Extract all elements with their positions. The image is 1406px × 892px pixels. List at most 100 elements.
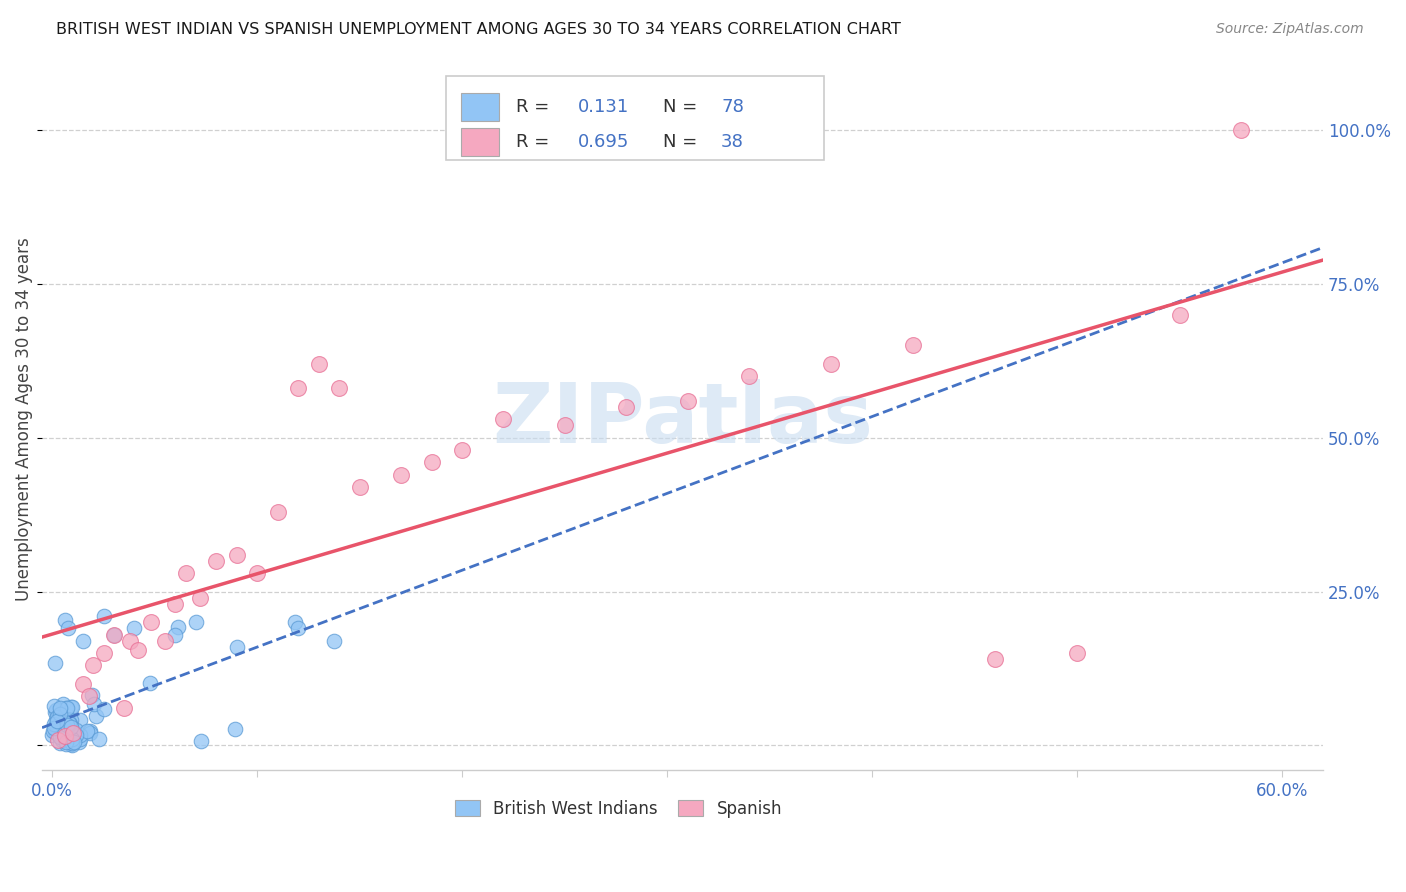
Point: [56, 621, 79, 635]
Point: [246, 566, 269, 580]
Point: [190, 734, 212, 748]
Point: [52, 697, 75, 711]
Point: [77, 689, 100, 703]
Point: [79, 726, 101, 740]
Point: [58, 714, 80, 729]
Point: [614, 400, 637, 414]
Point: [1066, 646, 1088, 660]
Point: [42, 721, 65, 735]
Point: [127, 643, 149, 657]
Text: N =: N =: [664, 133, 703, 151]
Point: [60, 731, 83, 746]
Point: [420, 455, 443, 469]
Point: [188, 591, 211, 605]
Text: 0.131: 0.131: [578, 98, 628, 116]
Point: [451, 443, 474, 458]
Point: [69, 728, 91, 742]
Point: [44, 717, 66, 731]
Point: [308, 357, 330, 371]
Point: [165, 627, 187, 641]
Point: [49, 701, 72, 715]
Point: [93, 701, 115, 715]
Point: [48, 736, 70, 750]
Point: [55, 737, 77, 751]
Point: [984, 652, 1007, 666]
Text: 38: 38: [721, 133, 744, 151]
Point: [63, 735, 86, 749]
Point: [56, 701, 79, 715]
Point: [225, 548, 247, 562]
Point: [52, 729, 75, 743]
Point: [1168, 308, 1191, 322]
Point: [48, 722, 70, 736]
Point: [42, 724, 65, 739]
Text: ZIPatlas: ZIPatlas: [492, 379, 873, 459]
Point: [58, 724, 80, 739]
Point: [46, 727, 69, 741]
Point: [72, 633, 94, 648]
Point: [53, 729, 76, 743]
Point: [139, 615, 162, 630]
Point: [79, 724, 101, 739]
Text: Source: ZipAtlas.com: Source: ZipAtlas.com: [1216, 22, 1364, 37]
Point: [349, 480, 371, 494]
Point: [56, 712, 79, 726]
Point: [93, 609, 115, 624]
Point: [44, 705, 66, 719]
Point: [224, 722, 246, 736]
Point: [60, 699, 83, 714]
Y-axis label: Unemployment Among Ages 30 to 34 years: Unemployment Among Ages 30 to 34 years: [15, 237, 32, 601]
Point: [45, 703, 67, 717]
Point: [389, 467, 412, 482]
Point: [820, 357, 842, 371]
Text: N =: N =: [664, 98, 703, 116]
Point: [69, 713, 91, 727]
Point: [676, 393, 699, 408]
Point: [48, 731, 70, 745]
Point: [65, 728, 87, 742]
Point: [67, 735, 90, 749]
Point: [46, 709, 69, 723]
Point: [492, 412, 515, 426]
Point: [167, 620, 190, 634]
Point: [45, 726, 67, 740]
Point: [59, 720, 82, 734]
Point: [225, 640, 247, 654]
Point: [103, 627, 125, 641]
Point: [287, 382, 309, 396]
Point: [59, 717, 82, 731]
Point: [328, 382, 350, 396]
Point: [82, 658, 104, 673]
Point: [58, 715, 80, 730]
Point: [55, 735, 77, 749]
Text: 0.695: 0.695: [578, 133, 628, 151]
Point: [165, 597, 187, 611]
Point: [80, 688, 103, 702]
Point: [69, 732, 91, 747]
Point: [51, 733, 73, 747]
Point: [287, 622, 309, 636]
Point: [55, 718, 77, 732]
Point: [322, 634, 344, 648]
Point: [53, 726, 76, 740]
Point: [267, 504, 290, 518]
Point: [89, 731, 111, 746]
Point: [65, 723, 87, 738]
Point: [93, 646, 115, 660]
Point: [738, 369, 761, 384]
FancyBboxPatch shape: [446, 76, 824, 160]
Legend: British West Indians, Spanish: British West Indians, Spanish: [449, 794, 789, 825]
Bar: [461, 93, 499, 121]
Text: R =: R =: [516, 133, 555, 151]
Point: [1230, 123, 1253, 137]
Point: [62, 726, 84, 740]
Point: [44, 699, 66, 714]
Point: [60, 736, 83, 750]
Point: [83, 697, 105, 711]
Point: [103, 627, 125, 641]
Point: [554, 418, 576, 433]
Text: BRITISH WEST INDIAN VS SPANISH UNEMPLOYMENT AMONG AGES 30 TO 34 YEARS CORRELATIO: BRITISH WEST INDIAN VS SPANISH UNEMPLOYM…: [56, 22, 901, 37]
Point: [60, 713, 83, 727]
Point: [72, 677, 94, 691]
Text: 78: 78: [721, 98, 744, 116]
